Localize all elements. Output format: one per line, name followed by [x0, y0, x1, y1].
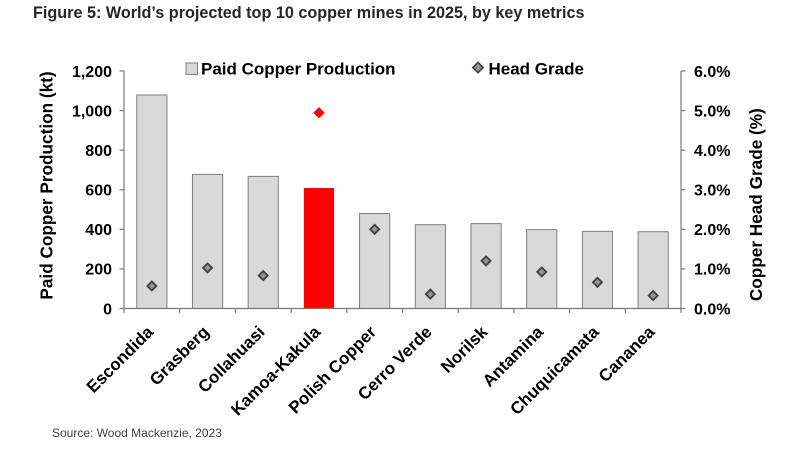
svg-text:400: 400: [85, 222, 112, 239]
svg-text:6.0%: 6.0%: [694, 64, 730, 81]
svg-text:5.0%: 5.0%: [694, 103, 730, 120]
svg-text:800: 800: [85, 143, 112, 160]
svg-text:Paid Copper Production (kt): Paid Copper Production (kt): [36, 71, 56, 299]
svg-text:600: 600: [85, 183, 112, 200]
svg-text:Paid Copper Production: Paid Copper Production: [201, 59, 396, 78]
svg-text:2.0%: 2.0%: [694, 222, 730, 239]
svg-text:1,200: 1,200: [72, 64, 112, 81]
svg-text:3.0%: 3.0%: [694, 183, 730, 200]
svg-text:Head Grade: Head Grade: [489, 59, 584, 78]
svg-text:Figure 5: World’s projected to: Figure 5: World’s projected top 10 coppe…: [33, 4, 584, 22]
svg-text:200: 200: [85, 262, 112, 279]
svg-text:Source: Wood Mackenzie, 2023: Source: Wood Mackenzie, 2023: [52, 426, 222, 440]
svg-text:1,000: 1,000: [72, 103, 112, 120]
svg-text:4.0%: 4.0%: [694, 143, 730, 160]
svg-text:1.0%: 1.0%: [694, 262, 730, 279]
svg-text:0: 0: [103, 301, 112, 318]
svg-text:0.0%: 0.0%: [694, 301, 730, 318]
svg-text:Copper Head Grade (%): Copper Head Grade (%): [746, 108, 766, 301]
